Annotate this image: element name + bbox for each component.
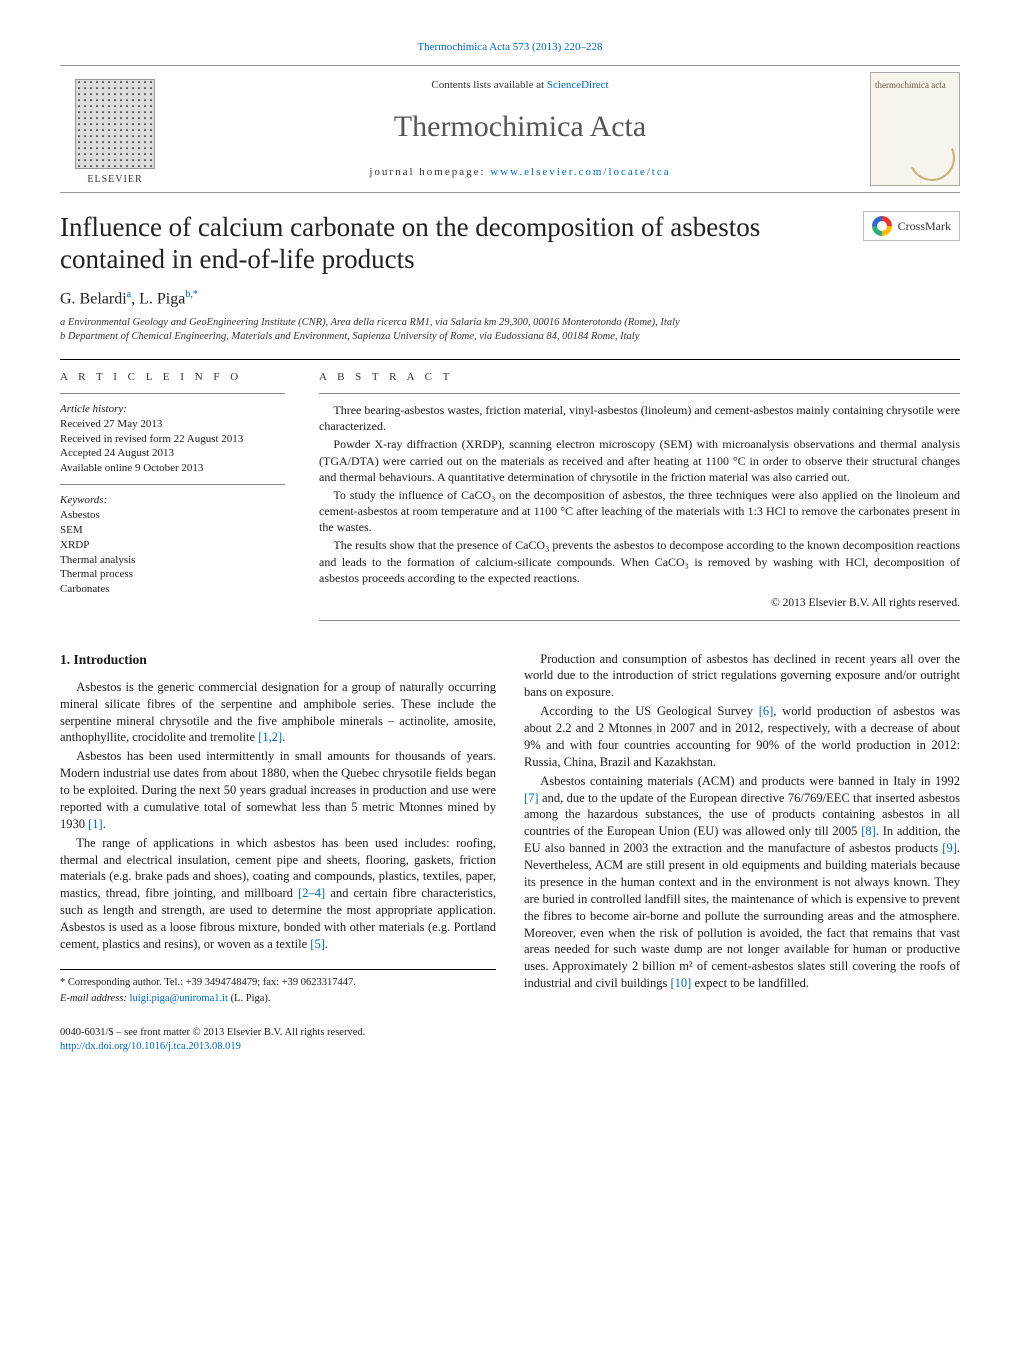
- doi-link[interactable]: http://dx.doi.org/10.1016/j.tca.2013.08.…: [60, 1041, 241, 1052]
- crossmark-label: CrossMark: [898, 218, 951, 234]
- abstract-paragraph: Three bearing-asbestos wastes, friction …: [319, 402, 960, 434]
- citation-header: Thermochimica Acta 573 (2013) 220–228: [60, 40, 960, 55]
- history-online: Available online 9 October 2013: [60, 461, 285, 476]
- citation-link[interactable]: [9]: [942, 841, 957, 855]
- homepage-link[interactable]: www.elsevier.com/locate/tca: [490, 166, 670, 178]
- divider: [319, 393, 960, 394]
- crossmark-icon: [872, 216, 892, 236]
- body-paragraph: Asbestos is the generic commercial desig…: [60, 679, 496, 747]
- cover-title: thermochimica acta: [875, 79, 955, 91]
- affiliation-a: a Environmental Geology and GeoEngineeri…: [60, 316, 960, 331]
- citation-link[interactable]: [1,2]: [258, 730, 282, 744]
- publisher-logo: ELSEVIER: [60, 72, 170, 186]
- body-paragraph: Production and consumption of asbestos h…: [524, 651, 960, 702]
- abstract-block: A B S T R A C T Three bearing-asbestos w…: [319, 370, 960, 628]
- history-received: Received 27 May 2013: [60, 417, 285, 432]
- keywords-label: Keywords:: [60, 493, 285, 508]
- crossmark-badge[interactable]: CrossMark: [863, 211, 960, 241]
- keyword: SEM: [60, 523, 285, 538]
- corresponding-line: * Corresponding author. Tel.: +39 349474…: [60, 976, 496, 990]
- citation-link[interactable]: [2–4]: [298, 886, 325, 900]
- abstract-label: A B S T R A C T: [319, 370, 960, 385]
- divider: [60, 484, 285, 485]
- body-paragraph: The range of applications in which asbes…: [60, 835, 496, 953]
- citation-link[interactable]: [7]: [524, 791, 539, 805]
- article-body: 1. Introduction Asbestos is the generic …: [60, 651, 960, 1007]
- keyword: Asbestos: [60, 508, 285, 523]
- keyword: Thermal analysis: [60, 553, 285, 568]
- body-paragraph: Asbestos has been used intermittently in…: [60, 748, 496, 832]
- authors: G. Belardia, L. Pigab,*: [60, 288, 960, 310]
- journal-cover-thumb: thermochimica acta: [870, 72, 960, 186]
- abstract-paragraph: The results show that the presence of Ca…: [319, 537, 960, 586]
- abstract-copyright: © 2013 Elsevier B.V. All rights reserved…: [319, 596, 960, 612]
- email-suffix: (L. Piga).: [231, 993, 271, 1004]
- history-accepted: Accepted 24 August 2013: [60, 446, 285, 461]
- keyword: Thermal process: [60, 567, 285, 582]
- keyword: XRDP: [60, 538, 285, 553]
- corresponding-email-link[interactable]: luigi.piga@uniroma1.it: [130, 993, 228, 1004]
- corresponding-author-footnote: * Corresponding author. Tel.: +39 349474…: [60, 969, 496, 1006]
- homepage-label: journal homepage:: [369, 166, 485, 178]
- divider: [60, 393, 285, 394]
- citation-link[interactable]: [10]: [671, 976, 692, 990]
- article-info-label: A R T I C L E I N F O: [60, 370, 285, 385]
- citation-link[interactable]: [8]: [861, 824, 876, 838]
- contents-label: Contents lists available at: [431, 79, 544, 91]
- article-info-block: A R T I C L E I N F O Article history: R…: [60, 370, 285, 628]
- section-heading-introduction: 1. Introduction: [60, 651, 496, 669]
- citation-link[interactable]: [1]: [88, 817, 103, 831]
- affiliation-b: b Department of Chemical Engineering, Ma…: [60, 330, 960, 345]
- issn-copyright: 0040-6031/$ – see front matter © 2013 El…: [60, 1027, 365, 1038]
- abstract-paragraph: Powder X-ray diffraction (XRDP), scannin…: [319, 436, 960, 485]
- journal-name: Thermochimica Acta: [180, 107, 860, 148]
- citation-link[interactable]: [6]: [759, 704, 774, 718]
- body-paragraph: According to the US Geological Survey [6…: [524, 703, 960, 771]
- body-paragraph: Asbestos containing materials (ACM) and …: [524, 773, 960, 992]
- divider: [60, 359, 960, 360]
- article-title: Influence of calcium carbonate on the de…: [60, 211, 847, 276]
- page-footer: 0040-6031/$ – see front matter © 2013 El…: [60, 1026, 960, 1054]
- history-label: Article history:: [60, 402, 285, 417]
- email-label: E-mail address:: [60, 993, 127, 1004]
- cover-swirl-icon: [903, 129, 962, 188]
- divider: [319, 620, 960, 621]
- contents-line: Contents lists available at ScienceDirec…: [180, 78, 860, 93]
- journal-header: ELSEVIER Contents lists available at Sci…: [60, 65, 960, 193]
- history-revised: Received in revised form 22 August 2013: [60, 432, 285, 447]
- homepage-line: journal homepage: www.elsevier.com/locat…: [180, 165, 860, 180]
- sciencedirect-link[interactable]: ScienceDirect: [547, 79, 609, 91]
- abstract-paragraph: To study the influence of CaCO₃ on the d…: [319, 487, 960, 536]
- keyword: Carbonates: [60, 582, 285, 597]
- elsevier-tree-icon: [75, 79, 155, 169]
- citation-link[interactable]: Thermochimica Acta 573 (2013) 220–228: [417, 41, 602, 53]
- citation-link[interactable]: [5]: [310, 937, 325, 951]
- publisher-name: ELSEVIER: [87, 173, 142, 187]
